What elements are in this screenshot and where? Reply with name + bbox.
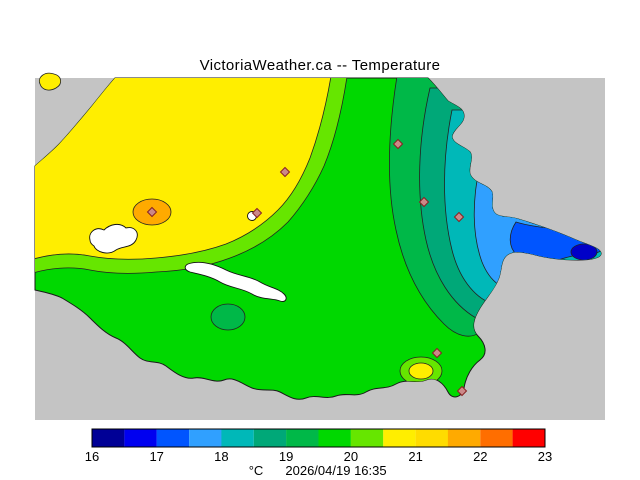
scale-tick: 23 (538, 449, 552, 464)
scale-tick: 17 (149, 449, 163, 464)
scale-segment (124, 429, 157, 447)
islet-yellow (38, 72, 62, 91)
timestamp-label: 2026/04/19 16:35 (285, 463, 386, 478)
scale-units-label: °C (249, 463, 264, 478)
scale-tick: 21 (408, 449, 422, 464)
scale-segment (92, 429, 125, 447)
map-title: VictoriaWeather.ca -- Temperature (200, 57, 441, 74)
scale-segment (189, 429, 222, 447)
scale-segment (221, 429, 254, 447)
scale-segment (350, 429, 384, 447)
scale-segment (512, 429, 545, 447)
scale-segment (383, 429, 416, 447)
scale-tick: 18 (214, 449, 228, 464)
scale-tick: 19 (279, 449, 293, 464)
scale-segment (415, 429, 448, 447)
scale-segment (253, 429, 287, 447)
scale-tick: 22 (473, 449, 487, 464)
scale-tick: 16 (85, 449, 99, 464)
scale-segment (480, 429, 513, 447)
scale-border (91, 428, 546, 448)
water-basin (89, 223, 138, 254)
contour-south-yellow-spot (408, 362, 434, 380)
scale-segment (447, 429, 481, 447)
scale-tick: 20 (344, 449, 358, 464)
water-channel (184, 261, 287, 302)
color-scale: 16 17 18 19 20 21 22 23 °C 2026/04/19 16… (85, 428, 552, 478)
contour-south-coolspot (210, 303, 246, 331)
scale-segment (318, 429, 351, 447)
map-plot-area (34, 72, 605, 420)
scale-segment (286, 429, 319, 447)
scale-segment (156, 429, 190, 447)
